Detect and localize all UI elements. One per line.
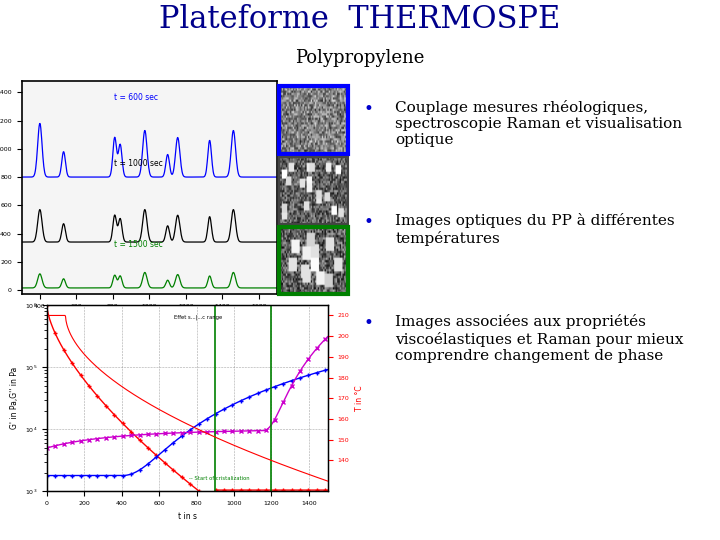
Y-axis label: T in °C: T in °C xyxy=(355,386,364,411)
Y-axis label: G' in Pa,G'' in Pa: G' in Pa,G'' in Pa xyxy=(10,367,19,429)
Text: -- Start of cristalization: -- Start of cristalization xyxy=(189,476,250,482)
Text: Images associées aux propriétés viscoélastiques et Raman pour mieux comprendre c: Images associées aux propriétés viscoéla… xyxy=(395,314,684,363)
X-axis label: t in s: t in s xyxy=(178,512,197,521)
X-axis label: Raman Shift (cm-1): Raman Shift (cm-1) xyxy=(112,315,186,323)
Text: •: • xyxy=(364,314,374,333)
Text: Couplage mesures rhéologiques, spectroscopie Raman et visualisation optique: Couplage mesures rhéologiques, spectrosc… xyxy=(395,100,683,147)
Text: t = 1500 sec: t = 1500 sec xyxy=(114,240,163,249)
Text: Plateforme  THERMOSPE: Plateforme THERMOSPE xyxy=(159,4,561,35)
Text: •: • xyxy=(364,213,374,232)
Text: •: • xyxy=(364,100,374,118)
Text: Images optiques du PP à différentes températures: Images optiques du PP à différentes temp… xyxy=(395,213,675,246)
Text: t = 1000 sec: t = 1000 sec xyxy=(114,159,163,168)
Text: Effet s...|...c range: Effet s...|...c range xyxy=(174,315,222,320)
Text: t = 600 sec: t = 600 sec xyxy=(114,93,158,102)
Text: Polypropylene: Polypropylene xyxy=(295,49,425,66)
